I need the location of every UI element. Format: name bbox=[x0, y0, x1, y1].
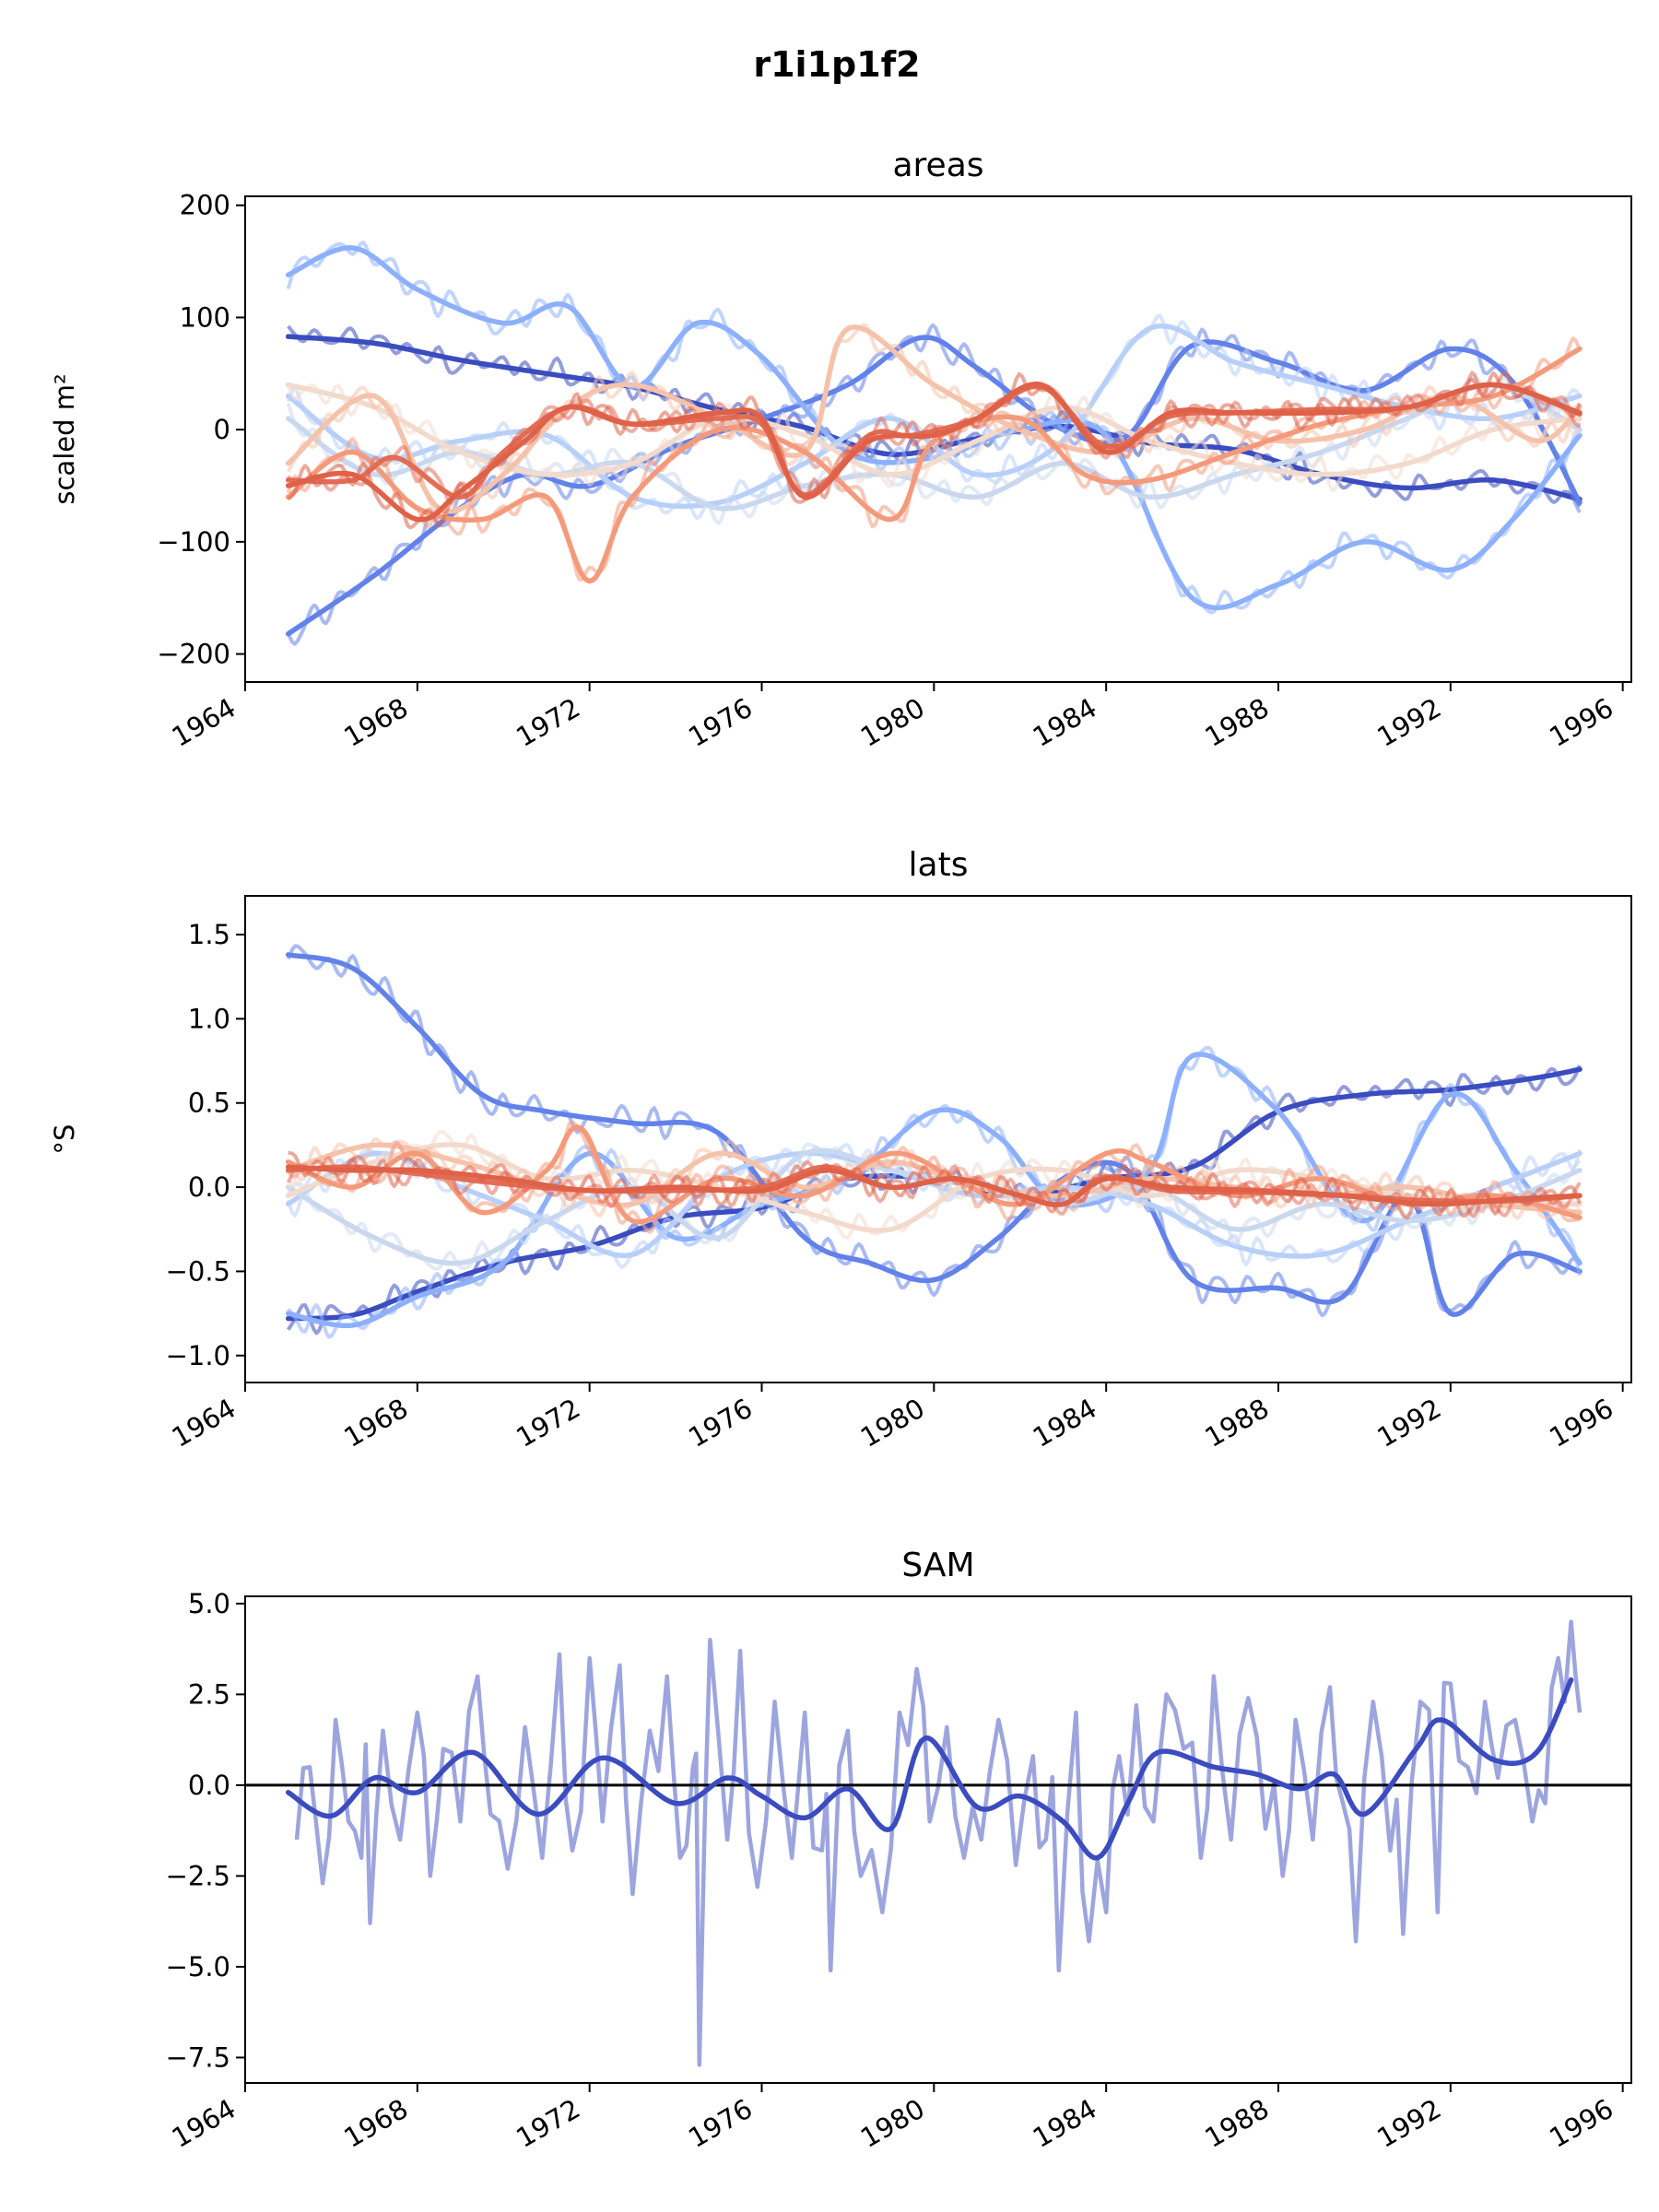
x-tick-label: 1996 bbox=[1544, 692, 1618, 753]
x-tick-label: 1984 bbox=[1028, 692, 1102, 753]
lats-panel: lats °S 1.5 1.0 0.5 0.0 −0.5 −1.0 1964 1968 1972 19… bbox=[49, 846, 1632, 1453]
x-tick-label: 1964 bbox=[167, 692, 241, 753]
x-tick-label: 1984 bbox=[1028, 1393, 1102, 1453]
series-smooth-line bbox=[285, 1677, 1574, 1861]
x-tick-label: 1988 bbox=[1200, 1393, 1275, 1453]
series-smooth-line bbox=[285, 1052, 1583, 1329]
y-tick-label: −5.0 bbox=[166, 1951, 230, 1983]
x-tick-label: 1976 bbox=[683, 1393, 758, 1453]
y-tick-label: −0.5 bbox=[166, 1255, 230, 1287]
x-tick-label: 1976 bbox=[683, 692, 758, 753]
x-tick-label: 1992 bbox=[1371, 692, 1446, 753]
sam-raw-line bbox=[294, 1619, 1583, 2067]
axes-frame bbox=[244, 895, 1632, 1383]
plot-area bbox=[245, 1619, 1631, 2067]
panel-title: lats bbox=[909, 846, 969, 884]
y-tick-label: 100 bbox=[180, 301, 230, 333]
x-tick-label: 1968 bbox=[338, 1393, 413, 1453]
series-smooth-line bbox=[285, 382, 1583, 478]
x-tick-label: 1964 bbox=[167, 1393, 241, 1453]
x-tick-label: 1984 bbox=[1028, 2093, 1102, 2154]
x-tick-label: 1980 bbox=[855, 692, 930, 753]
areas-panel: areas scaled m² 200 100 0 −100 −200 1964 1968 197… bbox=[49, 147, 1632, 753]
series-smooth-line bbox=[285, 382, 1583, 523]
x-tick-label: 1992 bbox=[1371, 1393, 1446, 1453]
x-tick-label: 1980 bbox=[855, 1393, 930, 1453]
y-tick-label: −7.5 bbox=[166, 2041, 230, 2073]
plot-area bbox=[285, 241, 1583, 646]
y-tick-label: 2.5 bbox=[188, 1678, 230, 1710]
y-tick-label: −2.5 bbox=[166, 1860, 230, 1891]
y-tick-label: −200 bbox=[157, 639, 230, 670]
y-tick-label: −100 bbox=[157, 526, 230, 558]
y-tick-label: −1.0 bbox=[166, 1340, 230, 1371]
x-tick-label: 1992 bbox=[1371, 2093, 1446, 2154]
y-axis-label: scaled m² bbox=[49, 373, 80, 504]
series-raw-line bbox=[286, 336, 1582, 582]
x-tick-label: 1964 bbox=[167, 2093, 241, 2154]
x-tick-label: 1988 bbox=[1200, 692, 1275, 753]
series-raw-line bbox=[286, 323, 1582, 646]
y-tick-label: 1.0 bbox=[188, 1003, 230, 1034]
y-tick-label: 0 bbox=[214, 414, 230, 445]
x-tick-label: 1980 bbox=[855, 2093, 930, 2154]
x-tick-label: 1972 bbox=[511, 692, 585, 753]
y-axis-label: °S bbox=[49, 1124, 80, 1155]
x-tick-label: 1972 bbox=[511, 2093, 585, 2154]
y-tick-label: 0.5 bbox=[188, 1088, 230, 1119]
series-smooth-line bbox=[285, 1164, 1583, 1207]
x-tick-label: 1996 bbox=[1544, 2093, 1618, 2154]
x-tick-label: 1996 bbox=[1544, 1393, 1618, 1453]
x-tick-label: 1972 bbox=[511, 1393, 585, 1453]
y-tick-label: 1.5 bbox=[188, 919, 230, 950]
x-tick-label: 1976 bbox=[683, 2093, 758, 2154]
panel-title: areas bbox=[892, 147, 983, 184]
plot-area bbox=[285, 944, 1583, 1339]
sam-panel: SAM 5.0 2.5 0.0 −2.5 −5.0 −7.5 1964 1968 1972 1976… bbox=[166, 1547, 1632, 2154]
series-smooth-line bbox=[285, 1142, 1583, 1233]
series-smooth-line bbox=[285, 324, 1583, 514]
axes-frame bbox=[244, 1595, 1632, 2084]
x-tick-label: 1968 bbox=[338, 692, 413, 753]
series-smooth-line bbox=[285, 1124, 1583, 1225]
series-smooth-line bbox=[285, 346, 1583, 584]
series-smooth-line bbox=[285, 335, 1583, 637]
y-tick-label: 200 bbox=[180, 190, 230, 221]
series-raw-line bbox=[287, 371, 1582, 530]
y-tick-label: 5.0 bbox=[188, 1588, 230, 1619]
panel-title: SAM bbox=[901, 1547, 974, 1584]
x-tick-label: 1968 bbox=[338, 2093, 413, 2154]
y-tick-label: 0.0 bbox=[188, 1171, 230, 1203]
series-smooth-line bbox=[285, 323, 1583, 510]
figure-suptitle: r1i1p1f2 bbox=[753, 44, 920, 85]
x-tick-label: 1988 bbox=[1200, 2093, 1275, 2154]
series-smooth-line bbox=[285, 952, 1583, 1317]
y-tick-label: 0.0 bbox=[188, 1770, 230, 1801]
axes-frame bbox=[244, 195, 1632, 683]
